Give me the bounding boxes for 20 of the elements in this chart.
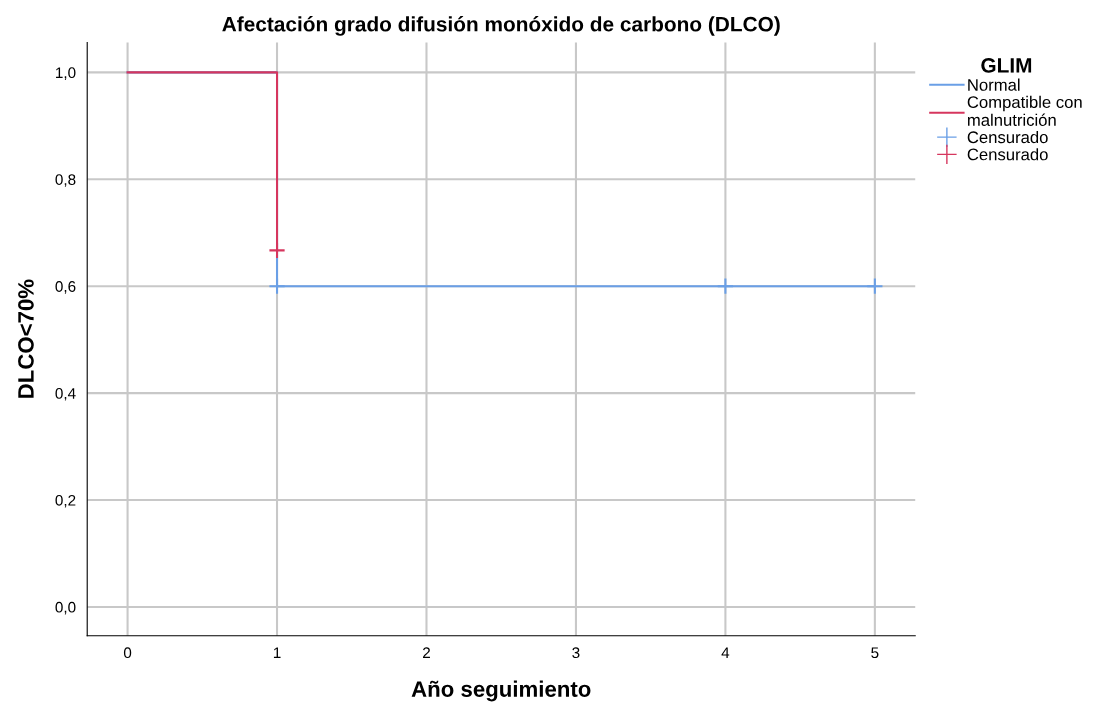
y-tick-label: 1,0 <box>56 67 76 80</box>
y-tick-label: 0,2 <box>55 494 76 508</box>
legend-label: Censurado <box>967 148 1048 161</box>
legend-label: Normal <box>968 78 1020 91</box>
x-tick-label: 5 <box>871 647 879 659</box>
y-tick-label: 0,8 <box>55 174 76 187</box>
legend-title: GLIM <box>981 58 1032 73</box>
x-tick-label: 2 <box>423 647 430 658</box>
x-tick-label: 0 <box>123 647 132 659</box>
y-axis-title: DLCO<70% <box>18 279 34 398</box>
y-tick-label: 0,4 <box>55 387 76 401</box>
y-tick-label: 0,0 <box>55 601 76 615</box>
legend-label: Censurado <box>967 130 1048 144</box>
x-tick-label: 4 <box>721 647 730 658</box>
chart-title: Afectación grado difusión monóxido de carbono (DLCO) <box>222 16 780 36</box>
x-axis-title: Año seguimiento <box>411 680 591 702</box>
x-tick-label: 3 <box>572 647 580 659</box>
legend-label: Compatible con malnutrición <box>967 95 1082 126</box>
y-tick-label: 0,6 <box>55 281 76 294</box>
x-tick-label: 1 <box>273 647 281 658</box>
